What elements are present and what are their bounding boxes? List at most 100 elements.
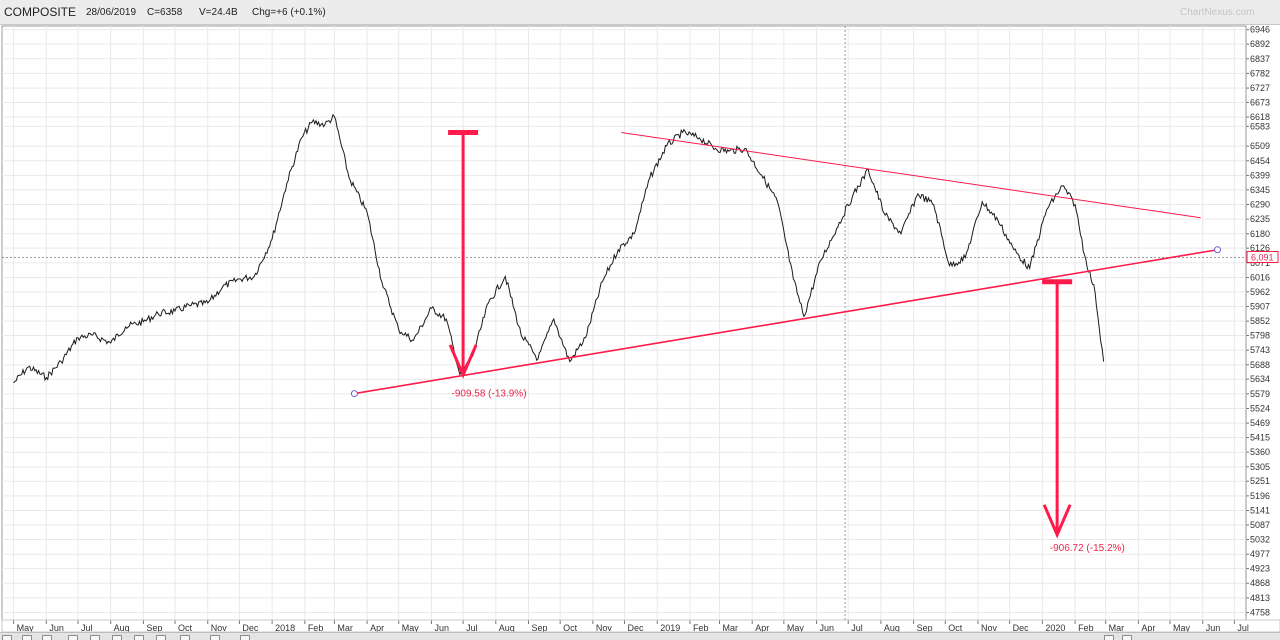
symbol-label: COMPOSITE: [4, 5, 77, 19]
x-tick-label: Dec: [1013, 623, 1030, 633]
change-label: Chg=+6 (+0.1%): [252, 7, 326, 18]
watermark: ChartNexus.com: [1180, 7, 1255, 18]
y-tick-label: 4977: [1250, 549, 1270, 559]
y-tick-label: 5634: [1250, 374, 1270, 384]
toolbar-button[interactable]: [112, 635, 122, 640]
x-tick-label: Apr: [1141, 623, 1155, 633]
x-tick-label: Apr: [370, 623, 384, 633]
trend-line-resistance: [621, 132, 1201, 219]
y-tick-label: 6782: [1250, 68, 1270, 78]
toolbar-button[interactable]: [42, 635, 52, 640]
y-tick-label: 6290: [1250, 199, 1270, 209]
y-tick-label: 6673: [1250, 97, 1270, 107]
date-label: 28/06/2019: [86, 7, 137, 18]
x-tick-label: Sep: [917, 623, 933, 633]
last-price-label: 6,091: [1251, 252, 1274, 262]
y-tick-label: 5305: [1250, 462, 1270, 472]
x-tick-label: May: [402, 623, 420, 633]
toolbar-button[interactable]: [1122, 635, 1132, 640]
toolbar-button[interactable]: [1104, 635, 1114, 640]
toolbar-button[interactable]: [2, 635, 12, 640]
x-tick-label: May: [1173, 623, 1191, 633]
y-tick-label: 6235: [1250, 214, 1270, 224]
y-tick-label: 6946: [1250, 25, 1270, 35]
x-tick-label: Mar: [1109, 623, 1125, 633]
y-tick-label: 5032: [1250, 535, 1270, 545]
price-line: [13, 113, 1105, 384]
x-tick-label: Aug: [884, 623, 900, 633]
x-tick-label: Jul: [466, 623, 478, 633]
trend-handle: [1214, 246, 1222, 254]
arrow-head: [448, 344, 478, 379]
y-tick-label: 6016: [1250, 272, 1270, 282]
y-tick-label: 5688: [1250, 360, 1270, 370]
y-tick-label: 6837: [1250, 54, 1270, 64]
x-tick-label: Jul: [81, 623, 93, 633]
y-tick-label: 5852: [1250, 316, 1270, 326]
x-tick-label: Jul: [851, 623, 863, 633]
measure-annotation: -906.72 (-15.2%): [1050, 543, 1125, 554]
x-tick-label: 2020: [1045, 623, 1065, 633]
x-tick-label: May: [787, 623, 805, 633]
y-tick-label: 5907: [1250, 301, 1270, 311]
x-tick-label: Jun: [820, 623, 835, 633]
y-tick-label: 6583: [1250, 121, 1270, 131]
y-tick-label: 6345: [1250, 185, 1270, 195]
x-tick-label: Mar: [722, 623, 738, 633]
y-tick-label: 5798: [1250, 331, 1270, 341]
y-tick-label: 6618: [1250, 112, 1270, 122]
y-tick-label: 5743: [1250, 345, 1270, 355]
y-tick-label: 5962: [1250, 287, 1270, 297]
x-tick-label: Jun: [434, 623, 449, 633]
x-tick-label: Oct: [178, 623, 193, 633]
x-tick-label: Aug: [114, 623, 130, 633]
x-tick-label: Aug: [499, 623, 515, 633]
x-tick-label: Feb: [308, 623, 324, 633]
trend-line-support: [354, 248, 1218, 395]
volume-label: V=24.4B: [199, 7, 238, 18]
x-tick-label: Nov: [211, 623, 228, 633]
last-price-box: [1246, 250, 1279, 263]
y-tick-label: 5360: [1250, 447, 1270, 457]
bottom-toolbar: [0, 632, 1280, 640]
trend-handle: [350, 390, 358, 398]
arrow-head: [1042, 504, 1072, 539]
y-tick-label: 5251: [1250, 476, 1270, 486]
y-tick-label: 5579: [1250, 389, 1270, 399]
toolbar-button[interactable]: [180, 635, 190, 640]
y-tick-label: 4868: [1250, 578, 1270, 588]
x-tick-label: Mar: [337, 623, 353, 633]
measure-annotation: -909.58 (-13.9%): [451, 389, 526, 400]
y-tick-label: 5469: [1250, 418, 1270, 428]
close-label: C=6358: [147, 7, 183, 18]
toolbar-button[interactable]: [240, 635, 250, 640]
x-tick-label: 2019: [660, 623, 680, 633]
x-tick-label: Feb: [693, 623, 709, 633]
x-tick-label: Jun: [1206, 623, 1221, 633]
toolbar-button[interactable]: [90, 635, 100, 640]
x-tick-label: Jun: [49, 623, 64, 633]
y-tick-label: 6180: [1250, 229, 1270, 239]
x-tick-label: May: [17, 623, 35, 633]
y-axis-panel: [1246, 26, 1280, 620]
y-tick-label: 6126: [1250, 243, 1270, 253]
y-tick-label: 6454: [1250, 156, 1270, 166]
y-tick-label: 5196: [1250, 491, 1270, 501]
y-tick-label: 4758: [1250, 608, 1270, 618]
y-tick-label: 5141: [1250, 506, 1270, 516]
x-tick-label: Sep: [532, 623, 548, 633]
y-tick-label: 6399: [1250, 170, 1270, 180]
toolbar-button[interactable]: [22, 635, 32, 640]
toolbar-button[interactable]: [156, 635, 166, 640]
x-tick-label: Oct: [563, 623, 578, 633]
toolbar-button[interactable]: [210, 635, 220, 640]
toolbar-button[interactable]: [134, 635, 144, 640]
y-tick-label: 4813: [1250, 593, 1270, 603]
plot-area: [1, 25, 1247, 621]
x-tick-label: Nov: [981, 623, 998, 633]
toolbar-button[interactable]: [68, 635, 78, 640]
x-tick-label: Jul: [1237, 623, 1249, 633]
y-tick-label: 5524: [1250, 404, 1270, 414]
y-tick-label: 4923: [1250, 564, 1270, 574]
